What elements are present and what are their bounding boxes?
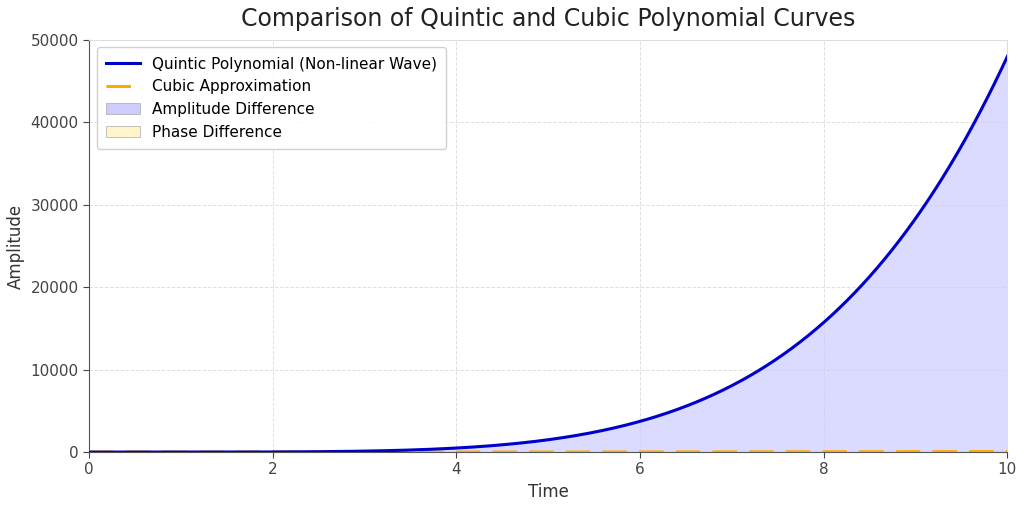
X-axis label: Time: Time [527,483,568,501]
Quintic Polynomial (Non-linear Wave) [487,442,500,449]
Y-axis label: Amplitude: Amplitude [7,203,25,289]
Legend: Quintic Polynomial (Non-linear Wave), Cubic Approximation, Amplitude Difference,: Quintic Polynomial (Non-linear Wave), Cu… [97,47,446,149]
Cubic Approximation [799,449,811,455]
Quintic Polynomial (Non-linear Wave) [815,321,827,327]
Quintic Polynomial (Non-linear Wave) [714,389,726,395]
Quintic Polynomial (Non-linear Wave) [455,445,467,451]
Quintic Polynomial (Non-linear Wave) [1001,53,1014,59]
Cubic Approximation [487,449,500,455]
Cubic Approximation [815,449,827,455]
Cubic Approximation [714,449,726,455]
Line: Quintic Polynomial (Non-linear Wave): Quintic Polynomial (Non-linear Wave) [89,56,1008,452]
Cubic Approximation [83,449,95,455]
Quintic Polynomial (Non-linear Wave) [83,449,95,455]
Quintic Polynomial (Non-linear Wave) [799,335,811,341]
Cubic Approximation [455,449,467,455]
Quintic Polynomial (Non-linear Wave) [177,449,189,455]
Cubic Approximation [177,449,189,455]
Title: Comparison of Quintic and Cubic Polynomial Curves: Comparison of Quintic and Cubic Polynomi… [241,7,855,31]
Cubic Approximation [1001,449,1014,455]
